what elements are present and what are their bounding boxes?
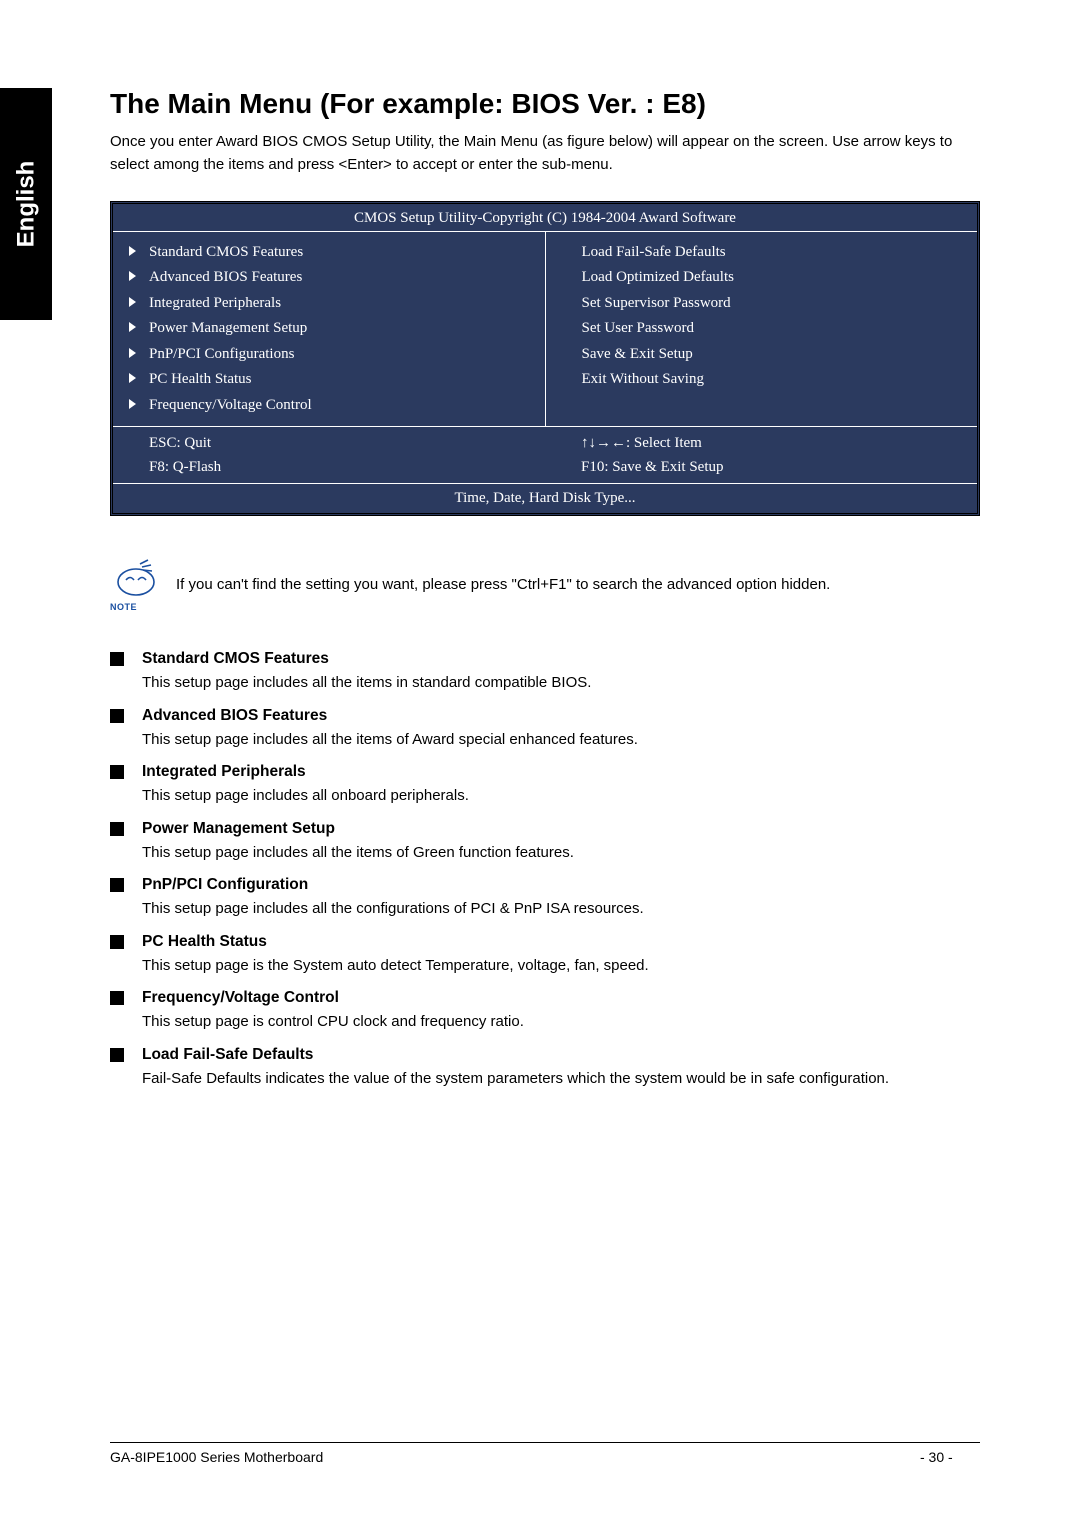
bios-left-col: Standard CMOS Features Advanced BIOS Fea… — [113, 232, 546, 427]
description-head: Integrated Peripherals — [110, 763, 980, 781]
triangle-icon — [129, 373, 136, 383]
triangle-icon — [129, 246, 136, 256]
description-item: Power Management Setup This setup page i… — [110, 820, 980, 865]
description-item: PnP/PCI Configuration This setup page in… — [110, 876, 980, 921]
bios-menu-item[interactable]: Save & Exit Setup — [582, 342, 958, 368]
bios-menu-item[interactable]: Integrated Peripherals — [149, 291, 525, 317]
description-body: This setup page includes all onboard per… — [142, 785, 980, 808]
bios-key-hint: ↑↓→←: Select Item — [581, 431, 957, 455]
square-bullet-icon — [110, 822, 124, 836]
square-bullet-icon — [110, 935, 124, 949]
bios-right-col: Load Fail-Safe Defaults Load Optimized D… — [546, 232, 978, 427]
bios-item-label: Load Optimized Defaults — [582, 269, 734, 285]
footer-page-number: - 30 - — [920, 1449, 980, 1465]
footer-product: GA-8IPE1000 Series Motherboard — [110, 1449, 920, 1465]
bios-key-hint: ESC: Quit — [149, 431, 525, 455]
description-title: Load Fail-Safe Defaults — [142, 1046, 313, 1064]
triangle-icon — [129, 322, 136, 332]
triangle-icon — [129, 297, 136, 307]
page-footer: GA-8IPE1000 Series Motherboard - 30 - — [110, 1442, 980, 1465]
bios-keys-left: ESC: Quit F8: Q-Flash — [113, 427, 545, 483]
bios-box: CMOS Setup Utility-Copyright (C) 1984-20… — [110, 201, 980, 517]
bios-key-hint: F8: Q-Flash — [149, 455, 525, 479]
description-title: Power Management Setup — [142, 820, 335, 838]
bios-item-label: Save & Exit Setup — [582, 346, 693, 362]
page-title: The Main Menu (For example: BIOS Ver. : … — [110, 88, 980, 120]
bios-header: CMOS Setup Utility-Copyright (C) 1984-20… — [113, 204, 977, 232]
description-body: This setup page is the System auto detec… — [142, 955, 980, 978]
note-icon: NOTE — [110, 558, 162, 610]
bios-item-label: PnP/PCI Configurations — [149, 346, 294, 362]
description-body: This setup page is control CPU clock and… — [142, 1011, 980, 1034]
bios-menu-item[interactable]: Frequency/Voltage Control — [149, 393, 525, 419]
bios-item-label: Standard CMOS Features — [149, 244, 303, 260]
description-title: PnP/PCI Configuration — [142, 876, 308, 894]
description-head: Advanced BIOS Features — [110, 707, 980, 725]
triangle-icon — [129, 348, 136, 358]
bios-menu-item[interactable]: Exit Without Saving — [582, 367, 958, 393]
description-title: Integrated Peripherals — [142, 763, 306, 781]
description-head: Power Management Setup — [110, 820, 980, 838]
bios-main-row: Standard CMOS Features Advanced BIOS Fea… — [113, 232, 977, 428]
description-item: Load Fail-Safe Defaults Fail-Safe Defaul… — [110, 1046, 980, 1091]
description-head: PC Health Status — [110, 933, 980, 951]
description-head: Load Fail-Safe Defaults — [110, 1046, 980, 1064]
bios-item-label: Set Supervisor Password — [582, 295, 731, 311]
description-body: This setup page includes all the configu… — [142, 898, 980, 921]
bios-item-label: PC Health Status — [149, 371, 252, 387]
bios-menu-item[interactable]: Power Management Setup — [149, 316, 525, 342]
description-body: Fail-Safe Defaults indicates the value o… — [142, 1068, 980, 1091]
description-item: Integrated Peripherals This setup page i… — [110, 763, 980, 808]
bios-keys-row: ESC: Quit F8: Q-Flash ↑↓→←: Select Item … — [113, 427, 977, 484]
intro-paragraph: Once you enter Award BIOS CMOS Setup Uti… — [110, 130, 980, 177]
description-title: Frequency/Voltage Control — [142, 989, 339, 1007]
description-head: Standard CMOS Features — [110, 650, 980, 668]
bios-menu-item[interactable]: Standard CMOS Features — [149, 240, 525, 266]
square-bullet-icon — [110, 709, 124, 723]
description-item: Advanced BIOS Features This setup page i… — [110, 707, 980, 752]
bios-item-label: Advanced BIOS Features — [149, 269, 302, 285]
bios-item-label: Integrated Peripherals — [149, 295, 281, 311]
bios-footer: Time, Date, Hard Disk Type... — [113, 484, 977, 513]
square-bullet-icon — [110, 878, 124, 892]
bios-menu-item[interactable]: Set Supervisor Password — [582, 291, 958, 317]
bios-item-label: Load Fail-Safe Defaults — [582, 244, 726, 260]
bios-menu-item[interactable]: Advanced BIOS Features — [149, 265, 525, 291]
note-text: If you can't find the setting you want, … — [176, 576, 830, 593]
note-label: NOTE — [110, 602, 162, 612]
language-tab-text: English — [12, 161, 40, 248]
description-item: Standard CMOS Features This setup page i… — [110, 650, 980, 695]
description-head: PnP/PCI Configuration — [110, 876, 980, 894]
note-row: NOTE If you can't find the setting you w… — [110, 558, 980, 610]
language-tab: English — [0, 88, 52, 320]
description-body: This setup page includes all the items i… — [142, 672, 980, 695]
bios-item-label: Exit Without Saving — [582, 371, 704, 387]
bios-keys-right: ↑↓→←: Select Item F10: Save & Exit Setup — [545, 427, 977, 483]
bios-item-label: Set User Password — [582, 320, 695, 336]
bios-menu-item[interactable]: PC Health Status — [149, 367, 525, 393]
description-title: Standard CMOS Features — [142, 650, 329, 668]
descriptions-list: Standard CMOS Features This setup page i… — [110, 650, 980, 1090]
square-bullet-icon — [110, 652, 124, 666]
bios-menu-item[interactable]: Load Optimized Defaults — [582, 265, 958, 291]
description-item: Frequency/Voltage Control This setup pag… — [110, 989, 980, 1034]
bios-item-label: Frequency/Voltage Control — [149, 397, 312, 413]
description-item: PC Health Status This setup page is the … — [110, 933, 980, 978]
description-title: PC Health Status — [142, 933, 267, 951]
bios-menu-item[interactable]: Load Fail-Safe Defaults — [582, 240, 958, 266]
bios-menu-item[interactable]: PnP/PCI Configurations — [149, 342, 525, 368]
description-body: This setup page includes all the items o… — [142, 842, 980, 865]
page-content: The Main Menu (For example: BIOS Ver. : … — [110, 88, 980, 1102]
square-bullet-icon — [110, 1048, 124, 1062]
description-head: Frequency/Voltage Control — [110, 989, 980, 1007]
bios-key-hint: F10: Save & Exit Setup — [581, 455, 957, 479]
square-bullet-icon — [110, 765, 124, 779]
description-title: Advanced BIOS Features — [142, 707, 327, 725]
square-bullet-icon — [110, 991, 124, 1005]
triangle-icon — [129, 399, 136, 409]
triangle-icon — [129, 271, 136, 281]
bios-menu-item[interactable]: Set User Password — [582, 316, 958, 342]
description-body: This setup page includes all the items o… — [142, 729, 980, 752]
bios-item-label: Power Management Setup — [149, 320, 307, 336]
